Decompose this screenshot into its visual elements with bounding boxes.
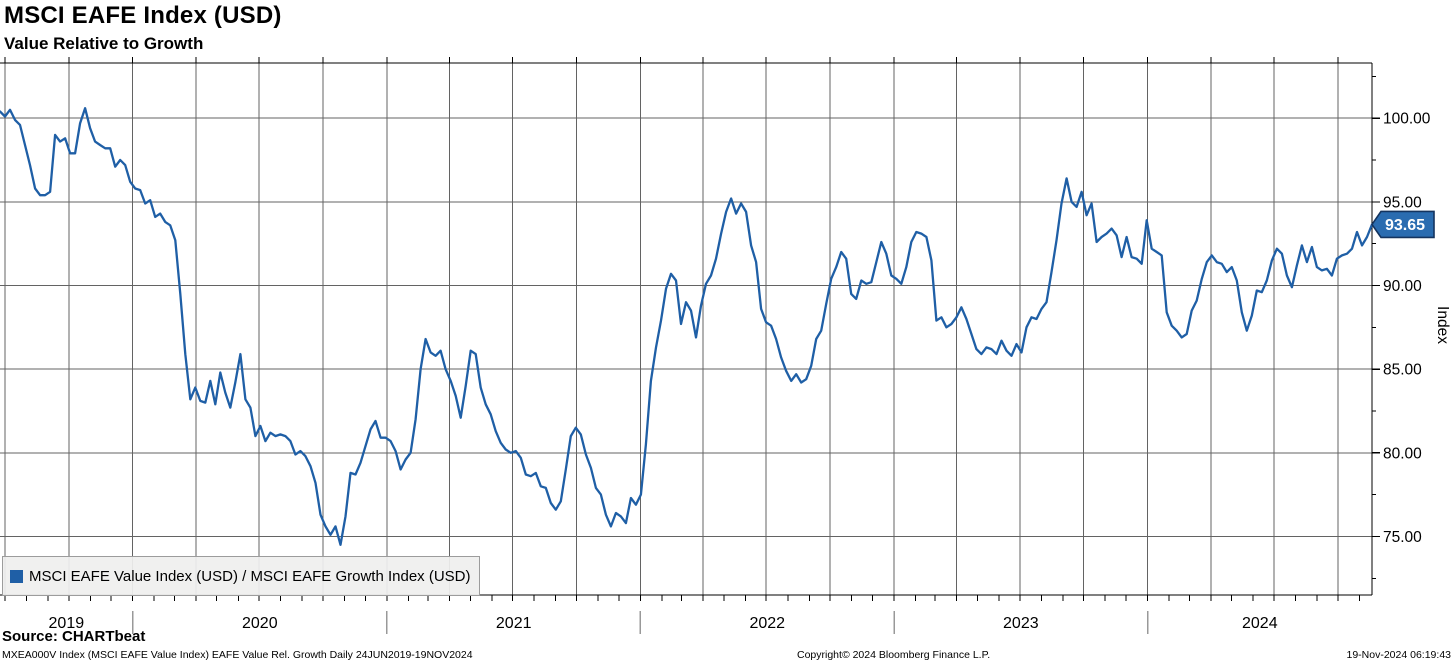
legend-box: MSCI EAFE Value Index (USD) / MSCI EAFE … — [2, 556, 480, 596]
last-value-badge — [1371, 210, 1435, 239]
x-axis-year-label: 2021 — [496, 615, 532, 632]
footnote-description: MXEA000V Index (MSCI EAFE Value Index) E… — [2, 649, 473, 661]
x-axis-year-label: 2022 — [749, 615, 785, 632]
page-title: MSCI EAFE Index (USD) — [4, 2, 282, 29]
value-growth-line — [0, 107, 1374, 546]
x-axis-year-label: 2020 — [242, 615, 278, 632]
x-axis-year-label: 2019 — [49, 615, 85, 632]
y-axis-tick-label: 75.00 — [1383, 529, 1422, 546]
y-axis-tick-label: 100.00 — [1383, 111, 1431, 128]
footnote-timestamp: 19-Nov-2024 06:19:43 — [1346, 649, 1452, 661]
legend-swatch-icon — [10, 569, 23, 583]
last-value-badge-label: 93.65 — [1385, 217, 1425, 234]
x-axis-year-label: 2024 — [1242, 615, 1278, 632]
y-axis-tick-label: 95.00 — [1383, 194, 1422, 211]
y-axis-title: Index — [1434, 306, 1451, 344]
footnote-copyright: Copyright© 2024 Bloomberg Finance L.P. — [797, 649, 991, 661]
source-label: Source: CHARTbeat — [2, 628, 146, 645]
y-axis-tick-label: 90.00 — [1383, 278, 1422, 295]
y-axis-tick-label: 80.00 — [1383, 445, 1422, 462]
legend-item-label: MSCI EAFE Value Index (USD) / MSCI EAFE … — [29, 567, 471, 585]
x-axis-year-label: 2023 — [1003, 615, 1039, 632]
page-subtitle: Value Relative to Growth — [4, 34, 204, 53]
y-axis-tick-label: 85.00 — [1383, 362, 1422, 379]
